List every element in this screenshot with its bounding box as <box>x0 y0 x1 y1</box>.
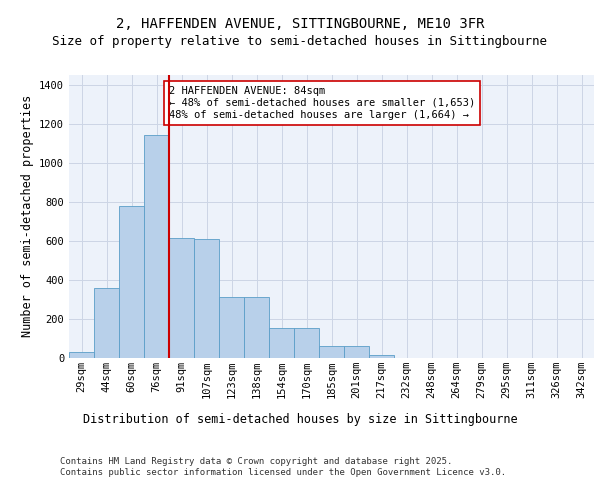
Bar <box>194 238 219 358</box>
Text: 2, HAFFENDEN AVENUE, SITTINGBOURNE, ME10 3FR: 2, HAFFENDEN AVENUE, SITTINGBOURNE, ME10… <box>116 18 484 32</box>
Bar <box>169 238 194 358</box>
Bar <box>219 297 244 358</box>
Bar <box>294 328 319 358</box>
Y-axis label: Number of semi-detached properties: Number of semi-detached properties <box>20 95 34 338</box>
Bar <box>244 297 269 358</box>
Bar <box>119 206 144 358</box>
Text: Size of property relative to semi-detached houses in Sittingbourne: Size of property relative to semi-detach… <box>53 35 548 48</box>
Text: 2 HAFFENDEN AVENUE: 84sqm
← 48% of semi-detached houses are smaller (1,653)
48% : 2 HAFFENDEN AVENUE: 84sqm ← 48% of semi-… <box>169 86 475 120</box>
Bar <box>94 288 119 358</box>
Text: Distribution of semi-detached houses by size in Sittingbourne: Distribution of semi-detached houses by … <box>83 412 517 426</box>
Bar <box>69 352 94 358</box>
Bar <box>269 328 294 358</box>
Bar <box>319 346 344 358</box>
Text: Contains HM Land Registry data © Crown copyright and database right 2025.
Contai: Contains HM Land Registry data © Crown c… <box>60 458 506 477</box>
Bar <box>369 354 394 358</box>
Bar <box>144 136 169 358</box>
Bar <box>344 346 369 358</box>
